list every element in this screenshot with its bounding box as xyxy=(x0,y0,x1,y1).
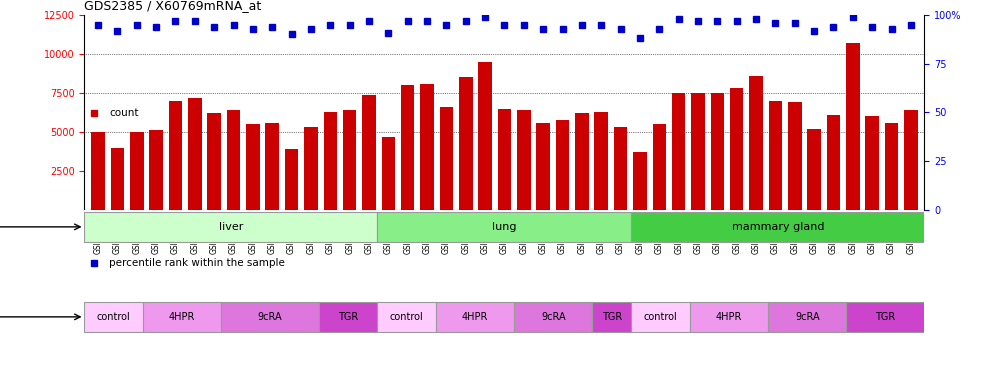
Bar xyxy=(514,302,592,332)
Text: count: count xyxy=(109,108,139,117)
Text: 4HPR: 4HPR xyxy=(462,312,488,322)
Bar xyxy=(436,302,514,332)
Text: liver: liver xyxy=(219,222,244,232)
Bar xyxy=(905,110,917,210)
Bar xyxy=(556,120,570,210)
Text: 4HPR: 4HPR xyxy=(169,312,196,322)
Bar xyxy=(885,123,899,210)
Text: control: control xyxy=(644,312,678,322)
Bar xyxy=(304,128,318,210)
Bar xyxy=(768,101,782,210)
Bar xyxy=(672,93,686,210)
Bar xyxy=(247,124,259,210)
Bar xyxy=(631,302,690,332)
Bar xyxy=(265,123,279,210)
Text: 4HPR: 4HPR xyxy=(716,312,743,322)
Bar xyxy=(537,123,550,210)
Bar xyxy=(827,115,840,210)
Bar xyxy=(614,128,627,210)
Bar xyxy=(690,302,768,332)
Bar xyxy=(208,113,221,210)
Bar xyxy=(788,102,801,210)
Bar xyxy=(498,109,511,210)
Text: TGR: TGR xyxy=(601,312,622,322)
Bar xyxy=(576,113,588,210)
Bar xyxy=(730,88,744,210)
Bar xyxy=(378,302,436,332)
Bar xyxy=(439,107,453,210)
Bar xyxy=(768,302,846,332)
Text: lung: lung xyxy=(492,222,517,232)
Bar xyxy=(110,148,124,210)
Bar xyxy=(323,112,337,210)
Bar xyxy=(84,212,378,242)
Bar xyxy=(749,76,762,210)
Text: 9cRA: 9cRA xyxy=(795,312,819,322)
Bar xyxy=(846,302,924,332)
Text: 9cRA: 9cRA xyxy=(541,312,566,322)
Text: TGR: TGR xyxy=(876,312,896,322)
Text: GDS2385 / X60769mRNA_at: GDS2385 / X60769mRNA_at xyxy=(84,0,261,12)
Text: 9cRA: 9cRA xyxy=(257,312,282,322)
Bar xyxy=(149,130,163,210)
Bar xyxy=(227,110,241,210)
Bar xyxy=(420,84,433,210)
Text: control: control xyxy=(390,312,423,322)
Bar xyxy=(91,132,104,210)
Bar xyxy=(592,302,631,332)
Text: TGR: TGR xyxy=(338,312,358,322)
Bar xyxy=(401,85,414,210)
Bar xyxy=(807,129,821,210)
Bar xyxy=(285,149,298,210)
Bar xyxy=(382,136,395,210)
Bar xyxy=(143,302,222,332)
Bar xyxy=(594,112,608,210)
Bar xyxy=(319,302,378,332)
Bar xyxy=(169,101,182,210)
Bar xyxy=(711,93,724,210)
Bar xyxy=(362,94,376,210)
Bar xyxy=(343,110,357,210)
Bar xyxy=(652,124,666,210)
Bar xyxy=(130,132,143,210)
Bar xyxy=(188,98,202,210)
Bar xyxy=(459,77,472,210)
Text: mammary gland: mammary gland xyxy=(732,222,824,232)
Bar xyxy=(633,152,647,210)
Bar xyxy=(378,212,631,242)
Bar xyxy=(517,110,531,210)
Bar xyxy=(866,116,879,210)
Bar xyxy=(222,302,319,332)
Bar xyxy=(631,212,924,242)
Text: control: control xyxy=(96,312,130,322)
Bar xyxy=(478,62,492,210)
Bar xyxy=(846,43,860,210)
Bar xyxy=(84,302,143,332)
Text: percentile rank within the sample: percentile rank within the sample xyxy=(109,258,285,267)
Bar xyxy=(691,93,705,210)
